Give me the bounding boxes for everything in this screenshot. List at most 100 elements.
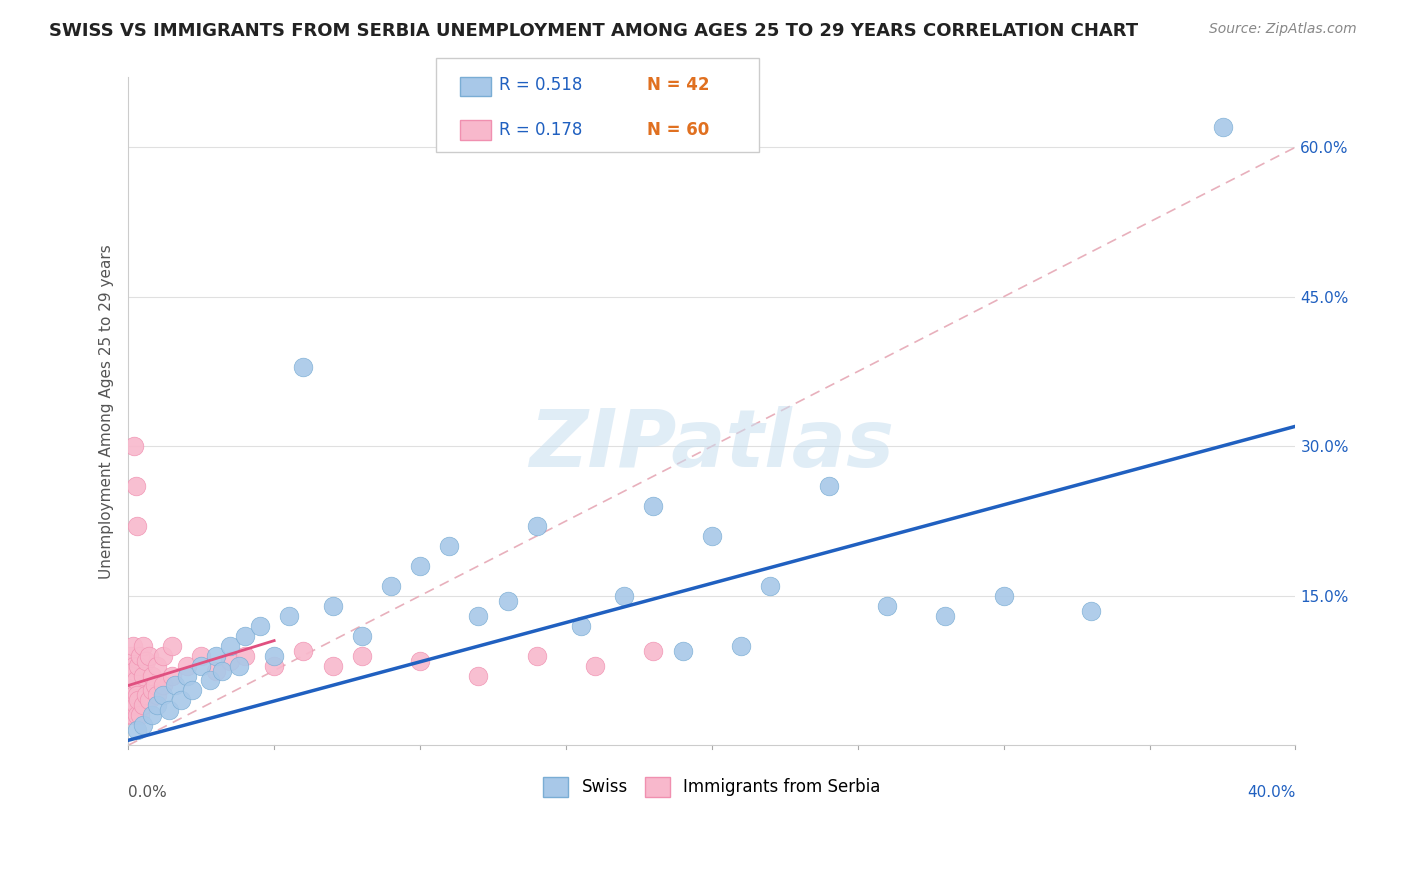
Point (228, 658, 250, 673)
Point (122, 664, 145, 678)
Point (124, 673, 146, 688)
Point (120, 683, 142, 698)
Point (204, 648, 226, 663)
Point (132, 698, 155, 713)
Text: Source: ZipAtlas.com: Source: ZipAtlas.com (1209, 22, 1357, 37)
Point (121, 693, 143, 707)
Point (219, 639, 242, 653)
Point (321, 658, 343, 673)
Point (292, 359, 315, 374)
Point (124, 479, 146, 493)
Point (263, 658, 285, 673)
Point (125, 689, 148, 703)
Point (120, 658, 142, 673)
Point (219, 654, 242, 668)
Legend: Swiss, Immigrants from Serbia: Swiss, Immigrants from Serbia (537, 770, 887, 804)
Point (583, 658, 606, 673)
Point (409, 654, 432, 668)
Point (152, 648, 174, 663)
Point (321, 599, 343, 613)
Point (141, 683, 163, 698)
Point (121, 639, 143, 653)
Point (125, 723, 148, 738)
Point (127, 693, 149, 707)
Point (190, 648, 212, 663)
Point (157, 703, 180, 717)
Point (643, 643, 665, 657)
Point (138, 648, 160, 663)
Text: R = 0.178: R = 0.178 (499, 121, 582, 139)
Point (120, 678, 142, 692)
Point (132, 718, 155, 732)
Text: SWISS VS IMMIGRANTS FROM SERBIA UNEMPLOYMENT AMONG AGES 25 TO 29 YEARS CORRELATI: SWISS VS IMMIGRANTS FROM SERBIA UNEMPLOY… (49, 22, 1139, 40)
Point (211, 664, 233, 678)
Point (233, 629, 256, 643)
Text: N = 42: N = 42 (647, 76, 709, 94)
Point (122, 439, 145, 453)
Point (569, 618, 592, 632)
Point (129, 648, 152, 663)
Point (233, 648, 256, 663)
Point (380, 579, 402, 593)
Point (141, 668, 163, 682)
Point (876, 599, 898, 613)
Point (350, 648, 373, 663)
Point (350, 629, 373, 643)
Point (152, 678, 174, 692)
Point (934, 608, 956, 623)
Point (730, 639, 752, 653)
Point (1211, 120, 1233, 135)
Point (120, 703, 142, 717)
Point (190, 658, 212, 673)
Text: 40.0%: 40.0% (1247, 785, 1295, 800)
Point (135, 689, 157, 703)
Point (122, 658, 145, 673)
Point (467, 608, 489, 623)
Point (121, 668, 143, 682)
Point (467, 668, 489, 682)
Point (125, 519, 148, 533)
Point (120, 698, 142, 713)
Point (141, 708, 163, 723)
Point (643, 499, 665, 513)
Point (163, 678, 186, 692)
Point (1080, 604, 1102, 618)
Point (613, 589, 636, 603)
Text: 0.0%: 0.0% (128, 785, 167, 800)
Text: R = 0.518: R = 0.518 (499, 76, 582, 94)
Text: ZIPatlas: ZIPatlas (529, 406, 894, 483)
Point (672, 643, 695, 657)
Point (176, 658, 198, 673)
Point (160, 668, 183, 682)
Point (409, 558, 432, 573)
Point (121, 678, 143, 692)
Point (124, 698, 146, 713)
Point (135, 654, 157, 668)
Point (132, 668, 155, 682)
Point (122, 698, 145, 713)
Point (526, 519, 548, 533)
Point (496, 593, 519, 607)
Point (176, 668, 198, 682)
Point (138, 693, 160, 707)
Point (160, 639, 183, 653)
Point (249, 618, 271, 632)
Point (146, 658, 169, 673)
Point (817, 479, 839, 493)
Point (125, 708, 148, 723)
Point (292, 643, 315, 657)
Y-axis label: Unemployment Among Ages 25 to 29 years: Unemployment Among Ages 25 to 29 years (100, 244, 114, 579)
Point (277, 608, 299, 623)
Point (118, 689, 141, 703)
Point (122, 689, 145, 703)
Point (146, 698, 169, 713)
Point (146, 689, 169, 703)
Point (204, 664, 226, 678)
Point (143, 678, 166, 692)
Point (198, 673, 221, 688)
Point (439, 539, 461, 553)
Point (122, 703, 145, 717)
Text: N = 60: N = 60 (647, 121, 709, 139)
Point (118, 668, 141, 682)
Point (526, 648, 548, 663)
